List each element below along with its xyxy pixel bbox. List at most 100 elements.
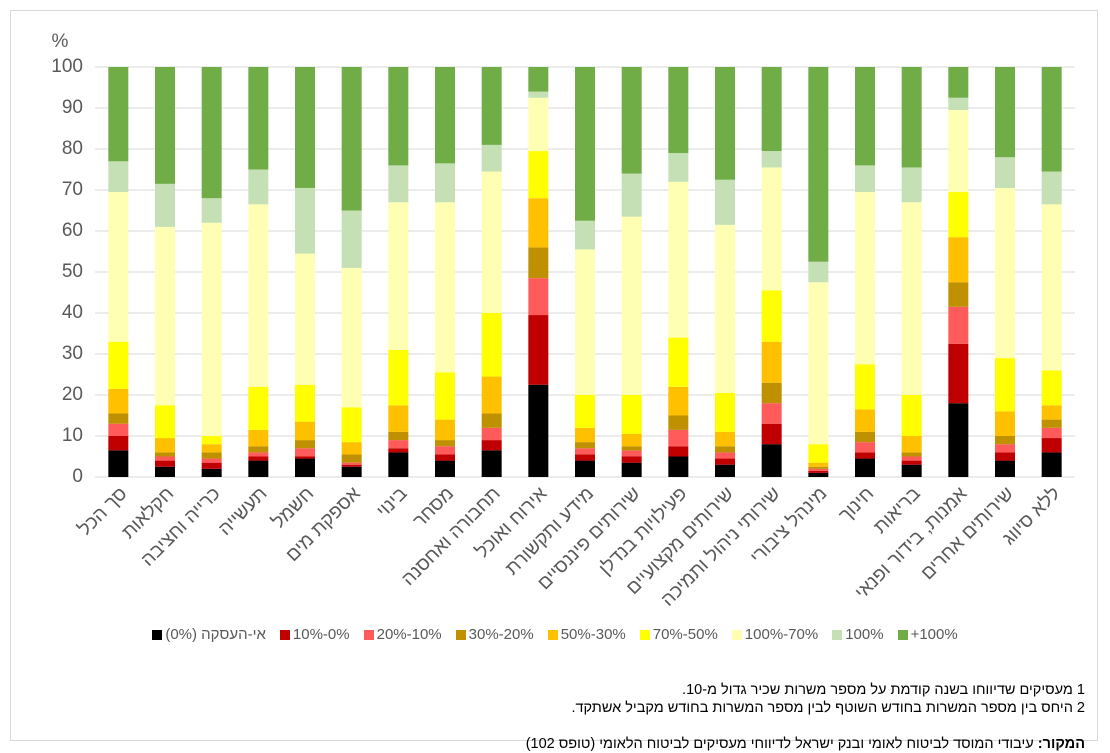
bar-segment	[995, 157, 1015, 188]
bar-segment	[155, 466, 175, 477]
bar-segment	[108, 192, 129, 342]
y-tick-label: 20	[62, 384, 83, 405]
bar-segment	[1041, 405, 1062, 420]
bar-segment	[621, 395, 642, 434]
bar-segment	[201, 198, 222, 223]
bar-segment	[855, 458, 875, 477]
y-tick-label: 100	[51, 56, 83, 77]
bar-segment	[1041, 427, 1062, 439]
bar-segment	[435, 163, 455, 203]
bar-segment	[1041, 67, 1062, 172]
bar-segment	[435, 67, 455, 164]
bar-segment	[855, 431, 875, 443]
bar-segment	[901, 395, 922, 436]
bar-segment	[201, 468, 222, 477]
bar-segment	[248, 429, 269, 447]
bar-segment	[435, 202, 455, 373]
bar-segment	[481, 440, 502, 451]
bar-segment	[155, 67, 175, 184]
legend-label: 70%-50%	[652, 626, 718, 643]
bar-segment	[481, 427, 502, 441]
bar-segment	[108, 413, 129, 424]
bar-segment	[948, 110, 969, 193]
bar-segment	[855, 67, 875, 166]
source-text: עיבודי המוסד לביטוח לאומי ובנק ישראל לדי…	[525, 736, 1034, 752]
bar-segment	[668, 337, 689, 387]
bar-segment	[715, 458, 735, 465]
legend-item: 30%-20%	[455, 626, 534, 643]
bar-segment	[715, 464, 735, 477]
bar-segment	[855, 452, 875, 459]
bar-segment	[715, 392, 735, 432]
bar-segment	[621, 456, 642, 463]
bar-segment	[201, 462, 222, 469]
bar-segment	[341, 67, 362, 211]
bar-segment	[528, 97, 549, 152]
bar-segment	[808, 444, 829, 463]
bar-segment	[528, 67, 549, 92]
legend-swatch	[731, 629, 742, 640]
frame	[10, 10, 1098, 741]
bar-segment	[901, 167, 922, 203]
bar-segment	[621, 446, 642, 451]
bar-segment	[295, 384, 315, 422]
bar-segment	[248, 169, 269, 205]
bar-segment	[948, 403, 969, 477]
bar-segment	[248, 204, 269, 387]
bar-segment	[155, 405, 175, 439]
bar-segment	[575, 454, 595, 461]
bar-segment	[248, 460, 269, 477]
bar-segment	[1041, 452, 1062, 477]
bar-segment	[435, 454, 455, 461]
legend-swatch	[639, 629, 650, 640]
bar-segment	[341, 454, 362, 463]
source-label: המקור:	[1037, 736, 1085, 752]
bar-segment	[995, 452, 1015, 461]
bar-segment	[108, 67, 129, 162]
y-tick-label: 90	[62, 97, 83, 118]
bar-segment	[481, 413, 502, 428]
bar-segment	[855, 442, 875, 453]
bar-segment	[808, 67, 829, 262]
bar-segment	[388, 165, 409, 203]
y-axis-label: %	[52, 31, 69, 52]
bar-segment	[621, 462, 642, 477]
bar-segment	[948, 237, 969, 283]
legend-item: 50%-30%	[547, 626, 626, 643]
x-tick-label: חינוך	[835, 483, 878, 526]
bar-segment	[995, 187, 1015, 359]
bar-segment	[481, 450, 502, 477]
bar-segment	[575, 442, 595, 449]
bar-segment	[248, 386, 269, 430]
note: 1 מעסיקים שדיווחו בשנה קודמת על מספר משר…	[682, 682, 1085, 698]
legend-label: 10%-0%	[292, 626, 350, 643]
bar-segment	[621, 216, 642, 395]
bar-segment	[901, 460, 922, 465]
bar-segment	[341, 442, 362, 455]
bar-segment	[388, 448, 409, 453]
bar-segment	[388, 452, 409, 477]
bar-segment	[341, 466, 362, 477]
bar-segment	[901, 67, 922, 168]
legend-swatch	[363, 629, 374, 640]
bar-segment	[948, 282, 969, 307]
bar-segment	[295, 440, 315, 449]
bar-segment	[248, 446, 269, 453]
bar-segment	[108, 423, 129, 436]
legend-item: 100%	[832, 626, 884, 643]
bar-segment	[901, 202, 922, 395]
y-tick-label: 40	[62, 302, 83, 323]
note: 2 היחס בין מספר המשרות בחודש השוטף לבין …	[571, 700, 1085, 716]
bar-segment	[155, 438, 175, 453]
bar-segment	[901, 436, 922, 453]
bar-segment	[808, 261, 829, 283]
bar-segment	[295, 67, 315, 188]
bar-segment	[761, 423, 782, 445]
bar-segment	[341, 464, 362, 467]
bar-segment	[761, 403, 782, 424]
legend-item: 70%-50%	[639, 626, 718, 643]
bar-segment	[481, 67, 502, 145]
bar-segment	[248, 452, 269, 457]
bar-segment	[575, 220, 595, 250]
bar-segment	[481, 313, 502, 377]
